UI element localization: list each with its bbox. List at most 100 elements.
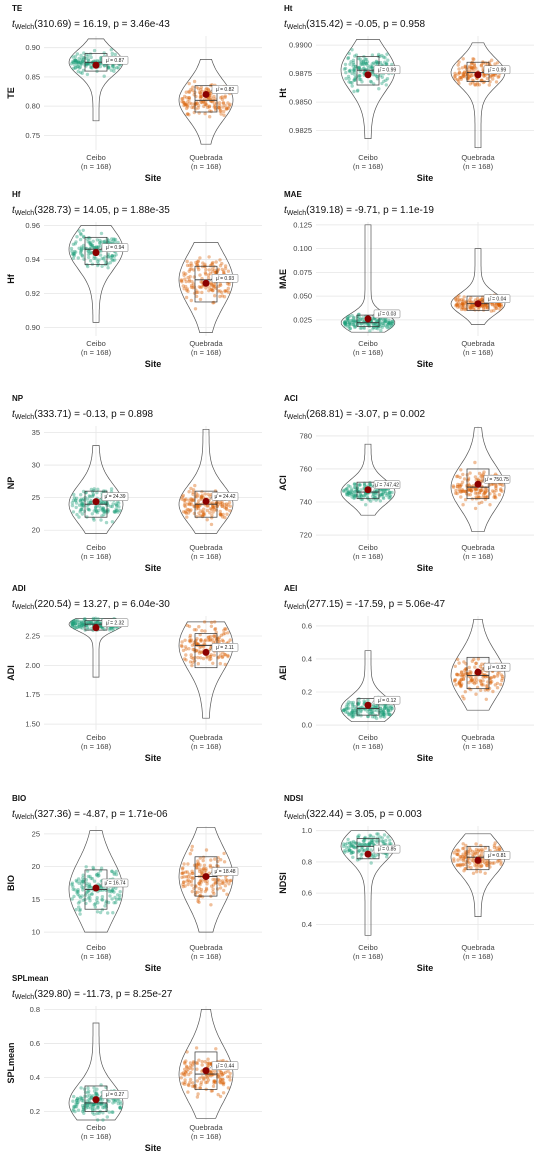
data-point-ceibo bbox=[349, 712, 353, 716]
data-point-quebrada bbox=[204, 848, 209, 852]
data-point-ceibo bbox=[111, 1110, 115, 1114]
data-point-quebrada bbox=[200, 1075, 204, 1079]
mean-label-box bbox=[101, 492, 129, 501]
chart-title: ADI bbox=[12, 584, 26, 593]
data-point-ceibo bbox=[359, 62, 363, 67]
data-point-ceibo bbox=[80, 885, 84, 889]
data-point-ceibo bbox=[351, 714, 356, 719]
data-point-quebrada bbox=[211, 260, 215, 265]
data-point-quebrada bbox=[191, 876, 195, 880]
data-point-quebrada bbox=[200, 871, 204, 876]
data-point-quebrada bbox=[182, 880, 186, 884]
data-point-quebrada bbox=[190, 498, 194, 503]
data-point-ceibo bbox=[74, 501, 79, 505]
data-point-ceibo bbox=[389, 323, 393, 327]
y-tick-label: 0.8 bbox=[302, 857, 312, 866]
data-point-ceibo bbox=[378, 706, 383, 711]
x-tick-label: Quebrada bbox=[189, 733, 223, 742]
data-point-quebrada bbox=[183, 645, 188, 649]
data-point-ceibo bbox=[352, 485, 357, 489]
data-point-ceibo bbox=[378, 499, 383, 503]
data-point-quebrada bbox=[192, 268, 196, 272]
data-point-ceibo bbox=[345, 316, 349, 320]
data-point-ceibo bbox=[70, 252, 75, 256]
data-point-ceibo bbox=[77, 624, 82, 629]
data-point-quebrada bbox=[490, 861, 495, 865]
data-point-ceibo bbox=[353, 78, 357, 82]
data-point-quebrada bbox=[191, 282, 196, 286]
x-tick-label: Ceibo bbox=[358, 733, 378, 742]
data-point-ceibo bbox=[79, 502, 84, 507]
data-point-quebrada bbox=[199, 890, 203, 894]
data-point-quebrada bbox=[190, 876, 195, 881]
data-point-ceibo bbox=[364, 57, 369, 62]
data-point-ceibo bbox=[371, 322, 375, 326]
y-tick-label: 0.0 bbox=[302, 721, 312, 730]
data-point-ceibo bbox=[94, 508, 98, 512]
data-point-ceibo bbox=[73, 625, 77, 630]
data-point-ceibo bbox=[349, 711, 353, 715]
data-point-quebrada bbox=[501, 674, 505, 679]
data-point-quebrada bbox=[180, 97, 184, 101]
data-point-ceibo bbox=[376, 62, 380, 66]
mean-label-leader bbox=[98, 496, 103, 501]
data-point-ceibo bbox=[107, 1099, 111, 1103]
data-point-quebrada bbox=[187, 279, 191, 284]
data-point-ceibo bbox=[375, 836, 380, 840]
data-point-quebrada bbox=[499, 302, 503, 307]
data-point-ceibo bbox=[111, 911, 115, 915]
data-point-quebrada bbox=[493, 493, 497, 497]
data-point-quebrada bbox=[228, 638, 232, 642]
data-point-ceibo bbox=[79, 879, 83, 883]
data-point-quebrada bbox=[204, 867, 208, 871]
data-point-ceibo bbox=[77, 56, 81, 61]
data-point-quebrada bbox=[476, 849, 480, 853]
mean-point-ceibo bbox=[364, 850, 372, 858]
data-point-quebrada bbox=[194, 290, 199, 295]
x-tick-n-label: (n = 168) bbox=[191, 1132, 222, 1141]
data-point-quebrada bbox=[191, 656, 195, 661]
data-point-quebrada bbox=[200, 264, 205, 269]
data-point-quebrada bbox=[226, 631, 230, 635]
data-point-ceibo bbox=[88, 620, 93, 625]
data-point-ceibo bbox=[119, 1102, 123, 1106]
data-point-ceibo bbox=[351, 64, 355, 68]
mean-label-ceibo: μ̂ = 0.27 bbox=[106, 1092, 125, 1098]
data-point-ceibo bbox=[389, 324, 394, 328]
data-point-ceibo bbox=[88, 241, 92, 245]
data-point-quebrada bbox=[186, 289, 190, 294]
data-point-quebrada bbox=[196, 87, 201, 91]
data-point-ceibo bbox=[368, 329, 372, 333]
data-point-ceibo bbox=[102, 51, 106, 55]
data-point-quebrada bbox=[199, 88, 203, 92]
data-point-ceibo bbox=[371, 327, 375, 331]
data-point-quebrada bbox=[211, 504, 215, 508]
data-point-ceibo bbox=[390, 62, 394, 67]
data-point-ceibo bbox=[343, 707, 348, 711]
data-point-quebrada bbox=[182, 657, 187, 661]
data-point-ceibo bbox=[357, 495, 361, 499]
mean-point-ceibo bbox=[364, 701, 372, 709]
data-point-quebrada bbox=[188, 509, 192, 513]
data-point-quebrada bbox=[475, 296, 480, 301]
data-point-quebrada bbox=[455, 863, 460, 867]
data-point-ceibo bbox=[383, 842, 387, 846]
data-point-ceibo bbox=[73, 622, 78, 626]
violin-ceibo bbox=[68, 445, 124, 534]
subtitle-stat-subscript: Welch bbox=[287, 24, 306, 31]
data-point-ceibo bbox=[361, 67, 366, 71]
data-point-ceibo bbox=[86, 874, 91, 879]
data-point-quebrada bbox=[493, 841, 497, 845]
data-point-quebrada bbox=[179, 278, 184, 282]
data-point-quebrada bbox=[202, 510, 206, 515]
data-point-ceibo bbox=[383, 705, 388, 709]
data-point-ceibo bbox=[101, 1111, 105, 1115]
data-point-quebrada bbox=[190, 844, 194, 849]
data-point-ceibo bbox=[88, 251, 92, 256]
data-point-quebrada bbox=[206, 1064, 210, 1068]
data-point-quebrada bbox=[454, 848, 458, 853]
box-ceibo bbox=[356, 314, 380, 327]
data-point-quebrada bbox=[462, 71, 466, 75]
data-point-quebrada bbox=[225, 512, 229, 516]
data-point-ceibo bbox=[114, 502, 118, 506]
